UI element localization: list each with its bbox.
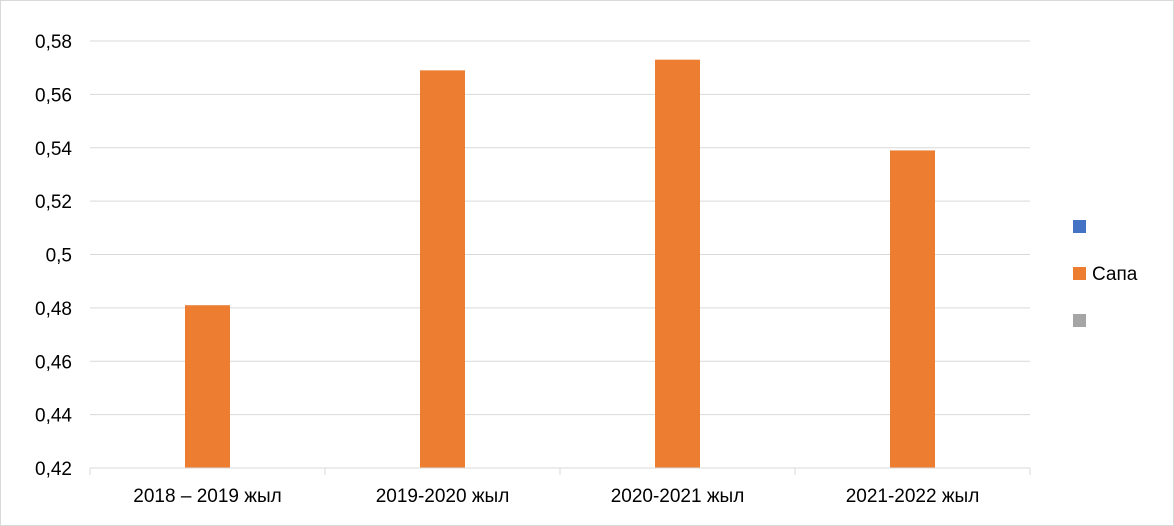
- x-tick-labels: 2018 – 2019 жыл 2019-2020 жыл 2020-2021 жы…: [133, 486, 979, 507]
- bar-sapa-0: [185, 305, 230, 468]
- y-tick-label: 0,42: [35, 459, 72, 480]
- axes: [89, 467, 1031, 475]
- gridlines: [90, 40, 1030, 416]
- y-tick-label: 0,44: [35, 406, 72, 427]
- legend-swatch: [1073, 220, 1086, 233]
- legend: Сапа: [1073, 220, 1138, 327]
- y-tick-label: 0,5: [46, 246, 72, 267]
- y-tick-label: 0,48: [35, 299, 72, 320]
- legend-swatch: [1073, 267, 1086, 280]
- y-tick-labels: 0,42 0,44 0,46 0,48 0,5 0,52 0,54 0,56 0,58: [35, 32, 72, 480]
- bar-sapa-3: [890, 150, 935, 468]
- y-tick-label: 0,52: [35, 192, 72, 213]
- bar-sapa-1: [420, 70, 465, 468]
- y-tick-label: 0,56: [35, 85, 72, 106]
- x-tick-label: 2018 – 2019 жыл: [133, 486, 281, 507]
- x-tick-label: 2019-2020 жыл: [376, 486, 510, 507]
- y-tick-label: 0,46: [35, 352, 72, 373]
- legend-label: Сапа: [1092, 264, 1138, 285]
- legend-swatch: [1073, 314, 1086, 327]
- x-tick-label: 2021-2022 жыл: [846, 486, 980, 507]
- y-tick-label: 0,54: [35, 139, 72, 160]
- bars: [185, 59, 935, 469]
- y-tick-label: 0,58: [35, 32, 72, 53]
- bar-sapa-2: [655, 59, 700, 469]
- x-tick-label: 2020-2021 жыл: [611, 486, 745, 507]
